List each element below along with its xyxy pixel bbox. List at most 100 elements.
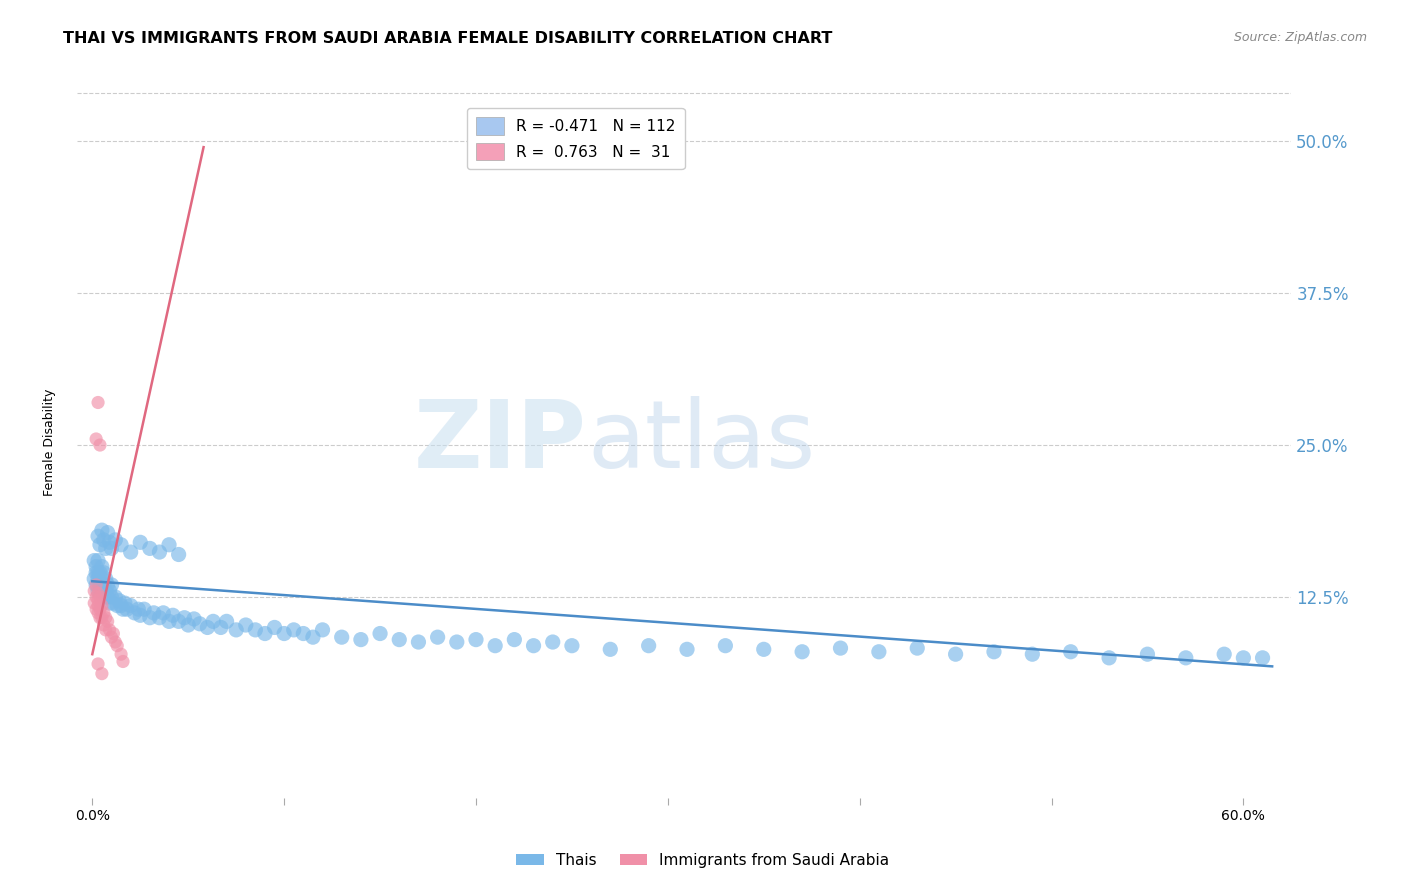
- Point: [94, 611, 117, 625]
- Point: [87, 566, 110, 580]
- Point: [283, 623, 305, 637]
- Point: [87, 657, 110, 671]
- Legend: Thais, Immigrants from Saudi Arabia: Thais, Immigrants from Saudi Arabia: [510, 847, 896, 873]
- Point: [1213, 647, 1236, 661]
- Point: [104, 635, 127, 649]
- Point: [188, 616, 211, 631]
- Point: [183, 612, 205, 626]
- Point: [202, 615, 225, 629]
- Point: [162, 608, 184, 623]
- Point: [120, 545, 142, 559]
- Point: [561, 639, 583, 653]
- Point: [87, 553, 110, 567]
- Point: [465, 632, 488, 647]
- Point: [108, 593, 131, 607]
- Point: [104, 533, 127, 547]
- Point: [157, 615, 180, 629]
- Point: [167, 615, 190, 629]
- Point: [87, 593, 110, 607]
- Point: [110, 647, 132, 661]
- Point: [215, 615, 238, 629]
- Point: [302, 630, 325, 644]
- Y-axis label: Female Disability: Female Disability: [44, 388, 56, 496]
- Text: Source: ZipAtlas.com: Source: ZipAtlas.com: [1233, 31, 1367, 45]
- Point: [104, 590, 127, 604]
- Point: [868, 645, 890, 659]
- Point: [484, 639, 506, 653]
- Point: [93, 566, 115, 580]
- Point: [983, 645, 1005, 659]
- Point: [1174, 650, 1197, 665]
- Point: [87, 584, 110, 599]
- Point: [830, 641, 852, 656]
- Point: [89, 438, 111, 452]
- Point: [1136, 647, 1159, 661]
- Point: [167, 548, 190, 562]
- Point: [503, 632, 526, 647]
- Point: [97, 615, 120, 629]
- Point: [90, 584, 112, 599]
- Point: [98, 535, 121, 549]
- Point: [93, 578, 115, 592]
- Point: [83, 553, 105, 567]
- Point: [426, 630, 449, 644]
- Point: [225, 623, 247, 637]
- Point: [83, 572, 105, 586]
- Point: [388, 632, 411, 647]
- Point: [273, 626, 295, 640]
- Point: [599, 642, 621, 657]
- Point: [446, 635, 468, 649]
- Point: [129, 608, 152, 623]
- Point: [105, 639, 128, 653]
- Point: [253, 626, 276, 640]
- Point: [90, 559, 112, 574]
- Point: [87, 529, 110, 543]
- Point: [94, 623, 117, 637]
- Point: [87, 586, 110, 600]
- Legend: R = -0.471   N = 112, R =  0.763   N =  31: R = -0.471 N = 112, R = 0.763 N = 31: [467, 108, 685, 169]
- Point: [103, 596, 125, 610]
- Point: [89, 590, 111, 604]
- Point: [94, 584, 117, 599]
- Point: [89, 566, 111, 580]
- Point: [1232, 650, 1254, 665]
- Point: [90, 523, 112, 537]
- Point: [792, 645, 814, 659]
- Point: [368, 626, 391, 640]
- Point: [1021, 647, 1043, 661]
- Point: [714, 639, 737, 653]
- Point: [103, 626, 125, 640]
- Point: [93, 606, 115, 620]
- Point: [98, 623, 121, 637]
- Point: [89, 602, 111, 616]
- Point: [111, 655, 134, 669]
- Point: [408, 635, 430, 649]
- Point: [84, 590, 107, 604]
- Point: [157, 538, 180, 552]
- Point: [97, 578, 120, 592]
- Point: [84, 566, 107, 580]
- Point: [87, 395, 110, 409]
- Point: [90, 572, 112, 586]
- Point: [905, 641, 928, 656]
- Point: [89, 578, 111, 592]
- Point: [173, 611, 195, 625]
- Point: [94, 541, 117, 556]
- Point: [245, 623, 267, 637]
- Point: [197, 620, 219, 634]
- Point: [148, 545, 170, 559]
- Point: [129, 535, 152, 549]
- Point: [100, 578, 122, 592]
- Point: [110, 599, 132, 613]
- Point: [100, 590, 122, 604]
- Point: [93, 590, 115, 604]
- Point: [84, 432, 107, 446]
- Point: [90, 599, 112, 613]
- Point: [84, 559, 107, 574]
- Point: [541, 635, 564, 649]
- Point: [752, 642, 775, 657]
- Point: [311, 623, 333, 637]
- Point: [83, 596, 105, 610]
- Point: [90, 611, 112, 625]
- Point: [127, 602, 149, 616]
